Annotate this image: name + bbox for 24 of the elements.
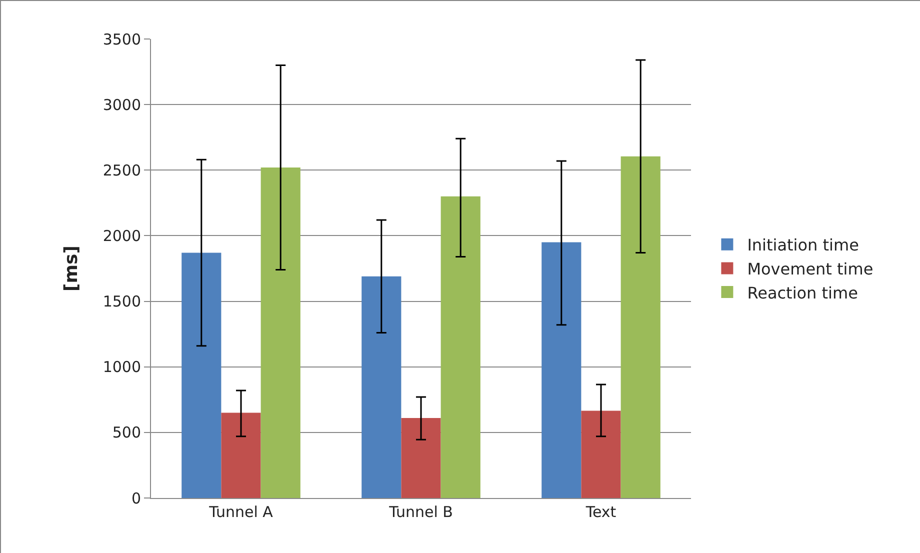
x-tick-label: Tunnel A: [208, 503, 274, 521]
x-tick-label: Tunnel B: [388, 503, 453, 521]
y-tick-label: 2500: [102, 161, 141, 180]
y-axis-title: [ms]: [61, 246, 82, 292]
x-tick-label: Text: [584, 503, 616, 521]
bar: [221, 412, 261, 498]
legend-label: Reaction time: [747, 283, 858, 302]
bar: [581, 410, 621, 498]
y-tick-label: 3000: [102, 96, 141, 114]
bar: [440, 196, 480, 498]
bar: [260, 168, 300, 498]
bar: [620, 156, 660, 498]
bar: [182, 252, 222, 498]
y-tick-label: 0: [131, 489, 141, 508]
bar: [542, 242, 582, 498]
y-tick-label: 3500: [102, 30, 141, 48]
legend-label: Initiation time: [747, 236, 859, 255]
y-tick-label: 1500: [102, 292, 141, 311]
y-tick-label: 2000: [102, 226, 141, 245]
y-tick-label: 1000: [102, 358, 141, 376]
legend-label: Movement time: [747, 259, 874, 278]
y-tick-label: 500: [112, 424, 141, 442]
bar: [362, 276, 402, 498]
bar: [401, 418, 441, 498]
